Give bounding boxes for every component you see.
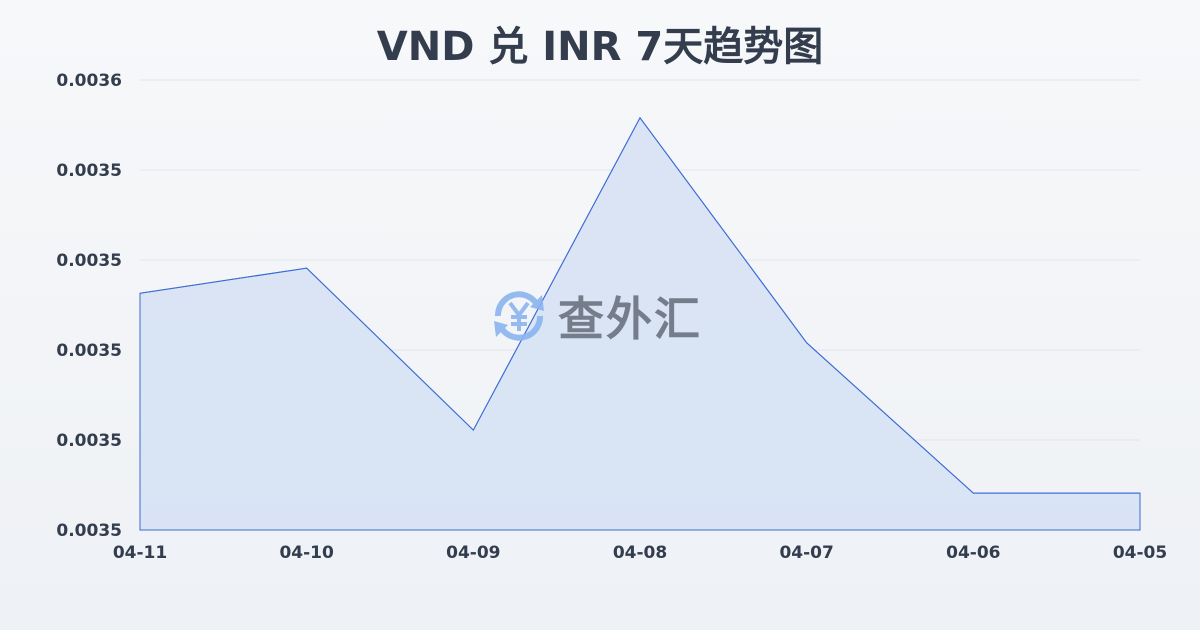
- x-tick-label: 04-05: [1113, 543, 1167, 563]
- data-point: [472, 429, 474, 431]
- watermark-logo: 查外汇: [488, 283, 702, 349]
- y-tick-label: 0.0035: [56, 431, 122, 451]
- y-tick-label: 0.0035: [56, 521, 122, 541]
- x-tick-label: 04-07: [779, 543, 833, 563]
- y-tick-label: 0.0036: [56, 71, 122, 91]
- data-point: [806, 342, 808, 344]
- y-tick-label: 0.0035: [56, 251, 122, 271]
- x-tick-label: 04-06: [946, 543, 1000, 563]
- data-point: [306, 267, 308, 269]
- y-tick-label: 0.0035: [56, 341, 122, 361]
- yen-exchange-icon: [494, 291, 544, 341]
- x-tick-label: 04-11: [113, 543, 167, 563]
- watermark-text: 查外汇: [558, 292, 702, 346]
- data-point: [639, 117, 641, 119]
- data-point: [972, 492, 974, 494]
- x-tick-label: 04-08: [613, 543, 667, 563]
- chart-title: VND 兑 INR 7天趋势图: [376, 24, 824, 70]
- data-point: [139, 292, 141, 294]
- x-tick-label: 04-10: [279, 543, 334, 563]
- x-tick-label: 04-09: [446, 543, 500, 563]
- y-tick-label: 0.0035: [56, 161, 122, 181]
- data-point: [1139, 492, 1141, 494]
